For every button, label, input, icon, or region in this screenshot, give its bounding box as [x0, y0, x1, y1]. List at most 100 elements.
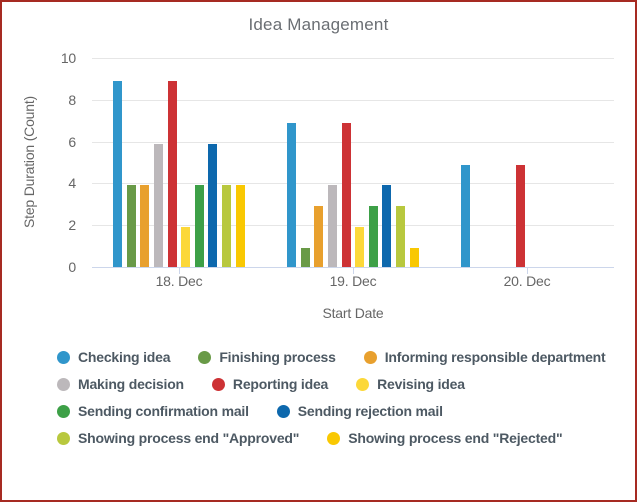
bar[interactable] [314, 206, 324, 267]
bar-slot [312, 58, 326, 267]
legend-color-dot [363, 350, 377, 364]
bar-slot [165, 58, 179, 267]
gridline [92, 99, 614, 101]
legend-item[interactable]: Reporting idea [211, 376, 329, 392]
legend-item[interactable]: Making decision [57, 376, 184, 392]
legend-item[interactable]: Sending confirmation mail [57, 403, 249, 419]
legend-color-dot [211, 377, 225, 391]
bar-slot [299, 58, 313, 267]
bars-container [92, 58, 614, 274]
bar-slot [527, 58, 541, 267]
legend-label: Informing responsible department [384, 349, 606, 365]
legend-item[interactable]: Sending rejection mail [276, 403, 443, 419]
x-axis-tick [179, 268, 180, 274]
legend-color-dot [356, 377, 370, 391]
legend-item[interactable]: Finishing process [198, 349, 336, 365]
y-axis-tick-labels: 0 2 4 6 8 10 [40, 2, 76, 500]
category-group [92, 58, 266, 274]
bar-slot [353, 58, 367, 267]
x-tick-label: 19. Dec [329, 273, 377, 289]
legend-label: Sending rejection mail [297, 403, 443, 419]
y-tick-label: 0 [68, 259, 76, 275]
bar-slot [233, 58, 247, 267]
bar-slot [367, 58, 381, 267]
x-axis-tick [527, 268, 528, 274]
legend-item[interactable]: Revising idea [356, 376, 465, 392]
bar[interactable] [126, 185, 136, 267]
bar[interactable] [167, 80, 177, 267]
bar-slot [568, 58, 582, 267]
legend-color-dot [57, 404, 70, 418]
bar[interactable] [222, 185, 232, 267]
bar[interactable] [382, 185, 392, 267]
category-group [266, 58, 440, 274]
bar-slot [486, 58, 500, 267]
legend-label: Finishing process [219, 349, 336, 365]
bar[interactable] [140, 185, 150, 267]
bar[interactable] [368, 206, 378, 267]
bar-slot [326, 58, 340, 267]
y-tick-label: 4 [68, 175, 76, 192]
bar[interactable] [515, 164, 525, 267]
bar[interactable] [113, 80, 123, 267]
legend-item[interactable]: Informing responsible department [363, 349, 606, 365]
x-tick-label: 18. Dec [155, 273, 203, 289]
legend-color-dot [57, 350, 70, 364]
y-tick-label: 6 [68, 133, 76, 150]
legend-color-dot [276, 404, 290, 418]
bar-slot [179, 58, 193, 267]
gridline [92, 225, 614, 227]
bar[interactable] [461, 164, 471, 267]
bar[interactable] [208, 143, 218, 267]
bar-slot [513, 58, 527, 267]
bar[interactable] [194, 185, 204, 267]
bar-slot [152, 58, 166, 267]
bar-slot [500, 58, 514, 267]
legend-label: Making decision [78, 376, 184, 392]
gridline [92, 183, 614, 185]
bar[interactable] [355, 227, 365, 267]
y-tick-label: 10 [60, 50, 76, 66]
x-tick-label: 20. Dec [503, 273, 551, 289]
legend-color-dot [327, 431, 341, 445]
bar-slot [394, 58, 408, 267]
bar[interactable] [341, 122, 351, 267]
legend-label: Revising idea [377, 376, 465, 392]
bar-slot [380, 58, 394, 267]
bar[interactable] [235, 185, 245, 267]
legend-item[interactable]: Showing process end "Rejected" [327, 430, 563, 446]
legend-label: Reporting idea [232, 376, 329, 392]
legend-item[interactable]: Checking idea [57, 349, 171, 365]
bar[interactable] [328, 185, 338, 267]
bar-slot [138, 58, 152, 267]
y-tick-label: 8 [68, 91, 76, 108]
y-axis-title: Step Duration (Count) [21, 96, 37, 228]
legend-item[interactable]: Showing process end "Approved" [57, 430, 299, 446]
bar[interactable] [181, 227, 191, 267]
bar-slot [193, 58, 207, 267]
y-tick-label: 2 [68, 217, 76, 234]
bar-slot [459, 58, 473, 267]
bar-slot [220, 58, 234, 267]
bar-slot [339, 58, 353, 267]
bar[interactable] [154, 143, 164, 267]
bar-slot [285, 58, 299, 267]
bar-slot [473, 58, 487, 267]
legend-color-dot [198, 350, 212, 364]
bar[interactable] [409, 248, 419, 267]
bar[interactable] [287, 122, 297, 267]
bar-slot [554, 58, 568, 267]
bar-slot [407, 58, 421, 267]
bar[interactable] [396, 206, 406, 267]
x-axis-tick-labels: 18. Dec 19. Dec 20. Dec [92, 273, 614, 289]
legend: Checking idea Finishing process Informing … [57, 349, 617, 446]
bar-slot [541, 58, 555, 267]
legend-color-dot [57, 377, 70, 391]
gridline [92, 58, 614, 59]
legend-label: Showing process end "Approved" [78, 430, 300, 446]
bar[interactable] [300, 248, 310, 267]
gridline [92, 141, 614, 143]
plot-area [92, 58, 614, 274]
bar-slot [125, 58, 139, 267]
